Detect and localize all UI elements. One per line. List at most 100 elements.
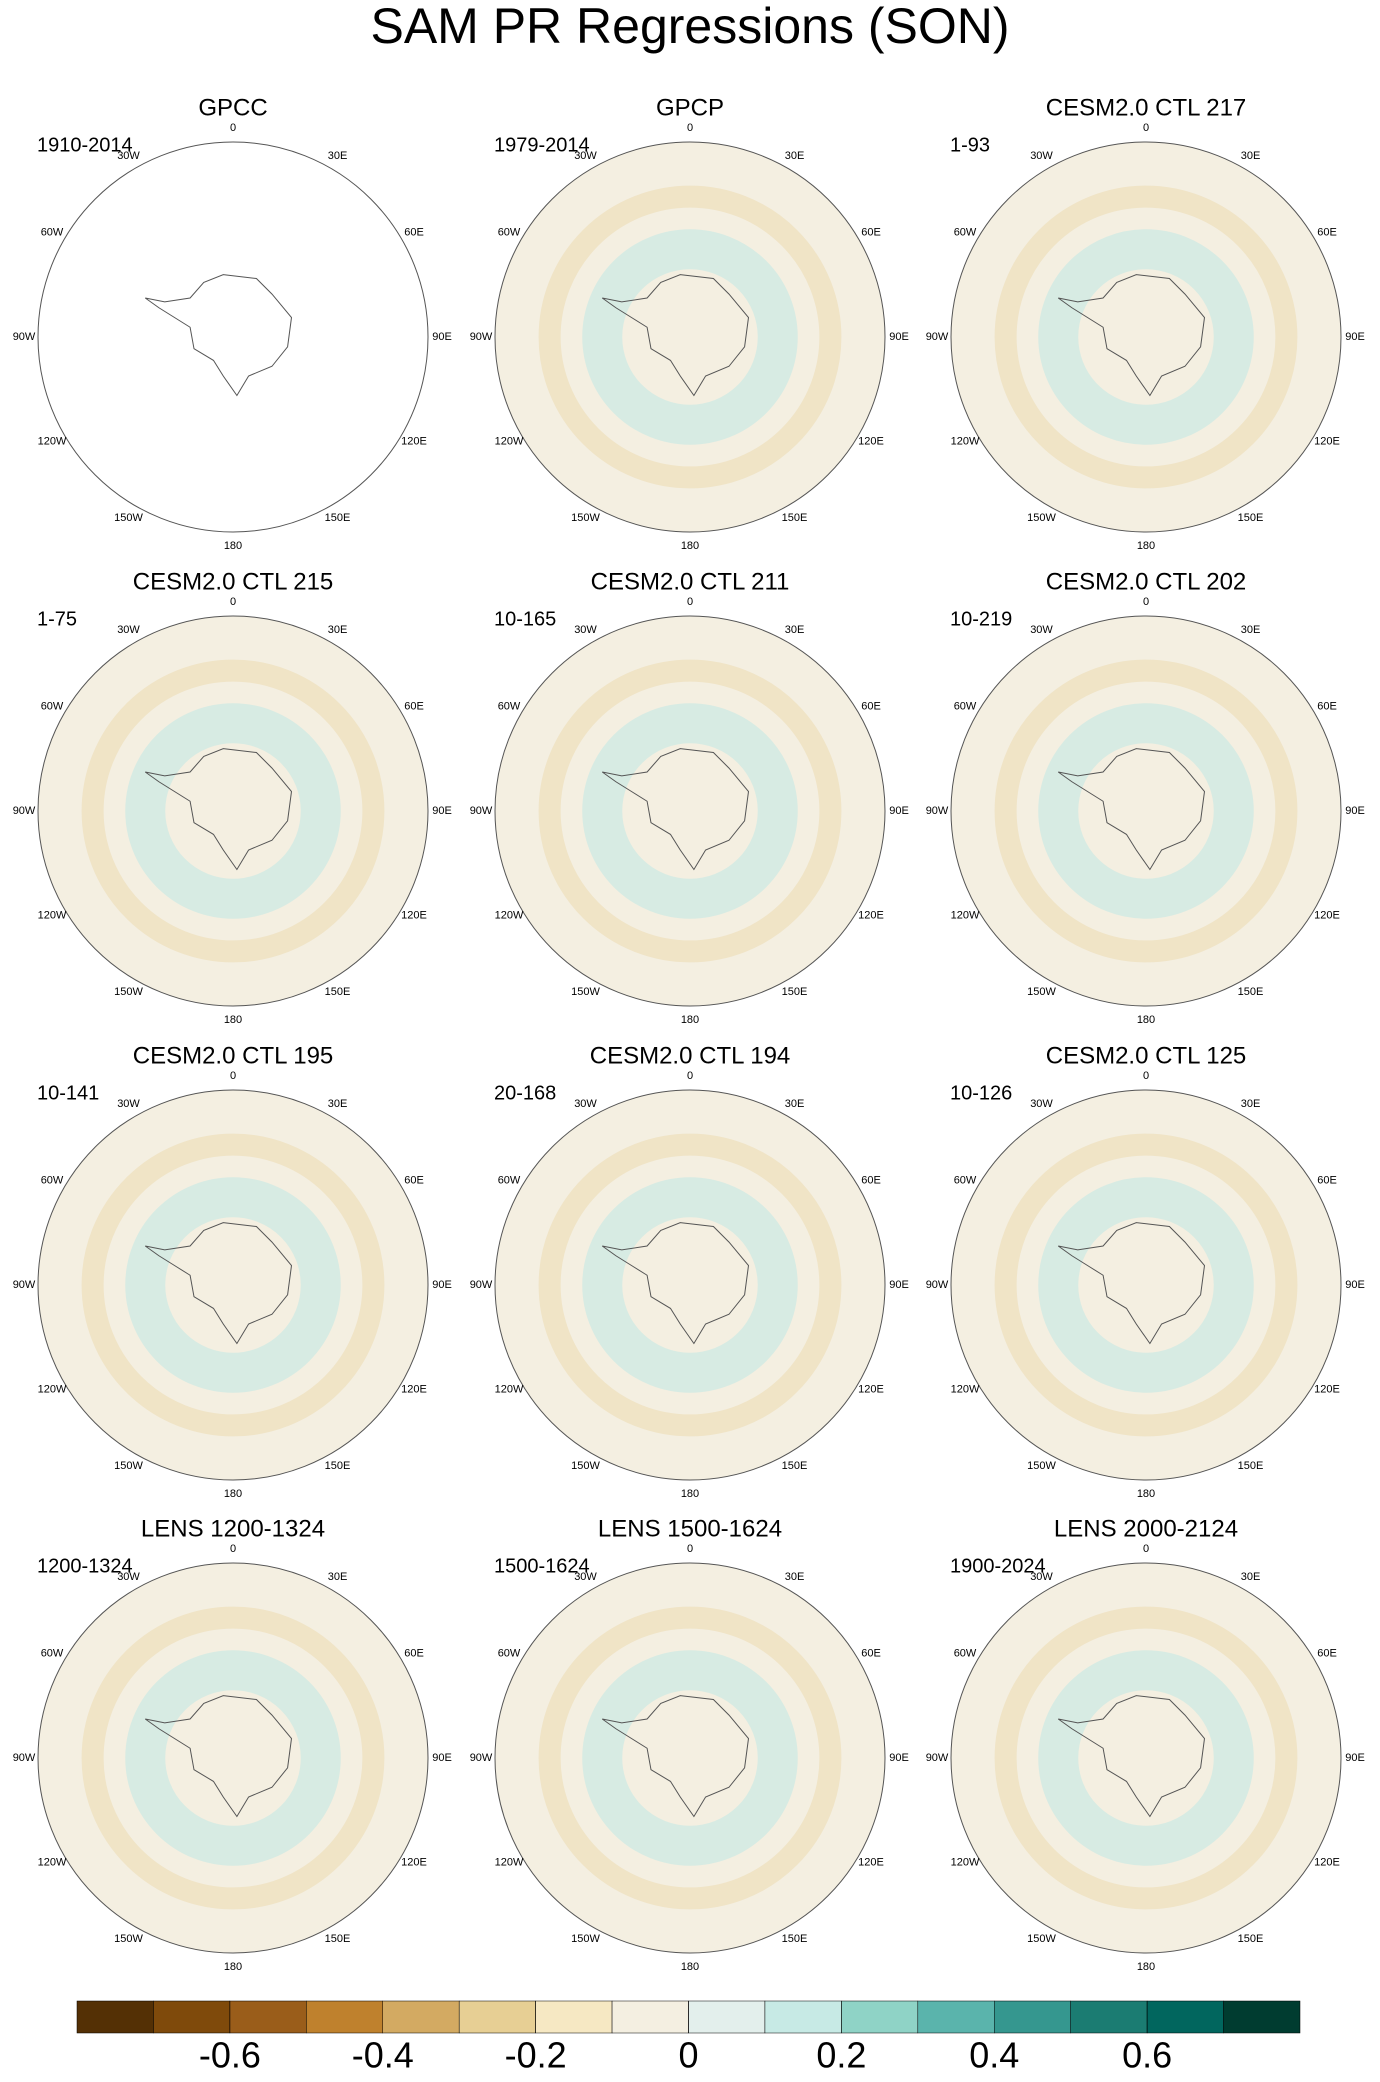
antarctica — [144, 748, 293, 871]
map-ring — [994, 185, 1298, 489]
map-ring — [582, 1650, 798, 1866]
longitude-label: 150W — [571, 1933, 600, 1945]
longitude-label: 60W — [954, 1647, 977, 1659]
longitude-label: 180 — [1137, 1488, 1155, 1500]
longitude-label: 60E — [1317, 226, 1337, 238]
longitude-label: 150W — [571, 986, 600, 998]
antarctica — [1057, 1222, 1206, 1345]
longitude-label: 60W — [954, 226, 977, 238]
panel-title: CESM2.0 CTL 125 — [1046, 1042, 1247, 1069]
map-ring — [582, 1177, 798, 1393]
longitude-label: 30E — [1241, 1571, 1261, 1583]
longitude-label: 150W — [1027, 512, 1056, 524]
antarctica — [601, 274, 750, 397]
longitude-label: 30W — [574, 1098, 597, 1110]
longitude-label: 150E — [782, 1460, 808, 1472]
map-panel: CESM2.0 CTL 215 1-75 0 30E 60E 90E 120E 150E 180… — [13, 568, 452, 1026]
longitude-label: 60E — [404, 1647, 424, 1659]
longitude-label: 60E — [404, 1174, 424, 1186]
colorbar-swatch — [688, 2000, 766, 2034]
longitude-label: 0 — [1143, 1070, 1149, 1082]
map-ring — [538, 1133, 842, 1437]
longitude-label: 180 — [1137, 540, 1155, 552]
longitude-label: 90W — [13, 331, 36, 343]
longitude-label: 150E — [782, 986, 808, 998]
colorbar-swatch — [611, 2000, 689, 2034]
panel-period: 10-219 — [950, 608, 1012, 630]
map-ring — [1038, 1650, 1254, 1866]
map-panel: LENS 1200-1324 1200-1324 0 30E 60E 90E 120E 150… — [13, 1515, 452, 1973]
longitude-label: 60E — [861, 226, 881, 238]
antarctica — [601, 1222, 750, 1345]
map-panel: CESM2.0 CTL 217 1-93 0 30E 60E 90E 120E 150E 180… — [926, 94, 1365, 552]
longitude-label: 150W — [114, 986, 143, 998]
colorbar-swatch — [458, 2000, 536, 2034]
longitude-label: 30E — [328, 1098, 348, 1110]
map-ring — [582, 703, 798, 919]
longitude-label: 150E — [325, 512, 351, 524]
longitude-label: 30W — [574, 1571, 597, 1583]
longitude-label: 120E — [401, 909, 427, 921]
colorbar-swatch — [1146, 2000, 1224, 2034]
map-ring — [125, 1177, 341, 1393]
panel-period: 10-165 — [494, 608, 556, 630]
longitude-label: 60W — [954, 1174, 977, 1186]
panel-title: CESM2.0 CTL 194 — [590, 1042, 791, 1069]
longitude-label: 0 — [230, 1070, 236, 1082]
map-ring — [538, 1606, 842, 1910]
longitude-label: 60W — [41, 1647, 64, 1659]
longitude-label: 180 — [224, 1014, 242, 1026]
antarctica — [1057, 748, 1206, 871]
panel-period: 10-141 — [37, 1082, 99, 1104]
longitude-label: 90W — [926, 1279, 949, 1291]
map-ring — [81, 659, 385, 963]
panel-period: 1-75 — [37, 608, 77, 630]
longitude-label: 90E — [889, 331, 909, 343]
longitude-label: 90W — [470, 1752, 493, 1764]
longitude-label: 30W — [574, 150, 597, 162]
panel-title: GPCC — [198, 94, 267, 121]
longitude-label: 150E — [782, 1933, 808, 1945]
longitude-label: 180 — [1137, 1014, 1155, 1026]
map-panel: LENS 1500-1624 1500-1624 0 30E 60E 90E 120E 150… — [470, 1515, 909, 1973]
colorbar-swatch — [535, 2000, 613, 2034]
longitude-label: 30E — [785, 1571, 805, 1583]
antarctica — [144, 1222, 293, 1345]
longitude-label: 60E — [404, 700, 424, 712]
panel-period: 1500-1624 — [494, 1555, 590, 1577]
longitude-label: 90W — [13, 1279, 36, 1291]
antarctica — [144, 1695, 293, 1818]
longitude-label: 180 — [224, 1961, 242, 1973]
longitude-label: 180 — [1137, 1961, 1155, 1973]
figure-title: SAM PR Regressions (SON) — [370, 0, 1009, 54]
longitude-label: 60W — [498, 1174, 521, 1186]
map-panel: LENS 2000-2124 1900-2024 0 30E 60E 90E 120E 150… — [926, 1515, 1365, 1973]
longitude-label: 30E — [328, 624, 348, 636]
colorbar-tick-label: 0.6 — [1122, 2035, 1172, 2076]
colorbar-tick-label: -0.4 — [352, 2035, 414, 2076]
longitude-label: 150W — [571, 512, 600, 524]
panel-title: GPCP — [656, 94, 724, 121]
longitude-label: 30E — [785, 150, 805, 162]
longitude-label: 60E — [1317, 1647, 1337, 1659]
longitude-label: 30E — [328, 1571, 348, 1583]
longitude-label: 150W — [1027, 1933, 1056, 1945]
colorbar-swatch — [917, 2000, 995, 2034]
map-ring — [538, 185, 842, 489]
panel-title: CESM2.0 CTL 211 — [591, 568, 790, 595]
panel-title: CESM2.0 CTL 195 — [133, 1042, 334, 1069]
antarctica — [144, 274, 293, 397]
antarctica — [1057, 1695, 1206, 1818]
longitude-label: 30E — [785, 1098, 805, 1110]
longitude-label: 120E — [858, 909, 884, 921]
longitude-label: 120W — [495, 1383, 524, 1395]
map-ring — [538, 659, 842, 963]
longitude-label: 60E — [861, 700, 881, 712]
map-ring — [994, 1133, 1298, 1437]
longitude-label: 90E — [1345, 331, 1365, 343]
colorbar-tick-label: -0.2 — [505, 2035, 567, 2076]
longitude-label: 60W — [41, 226, 64, 238]
longitude-label: 90W — [13, 805, 36, 817]
map-ring — [125, 703, 341, 919]
